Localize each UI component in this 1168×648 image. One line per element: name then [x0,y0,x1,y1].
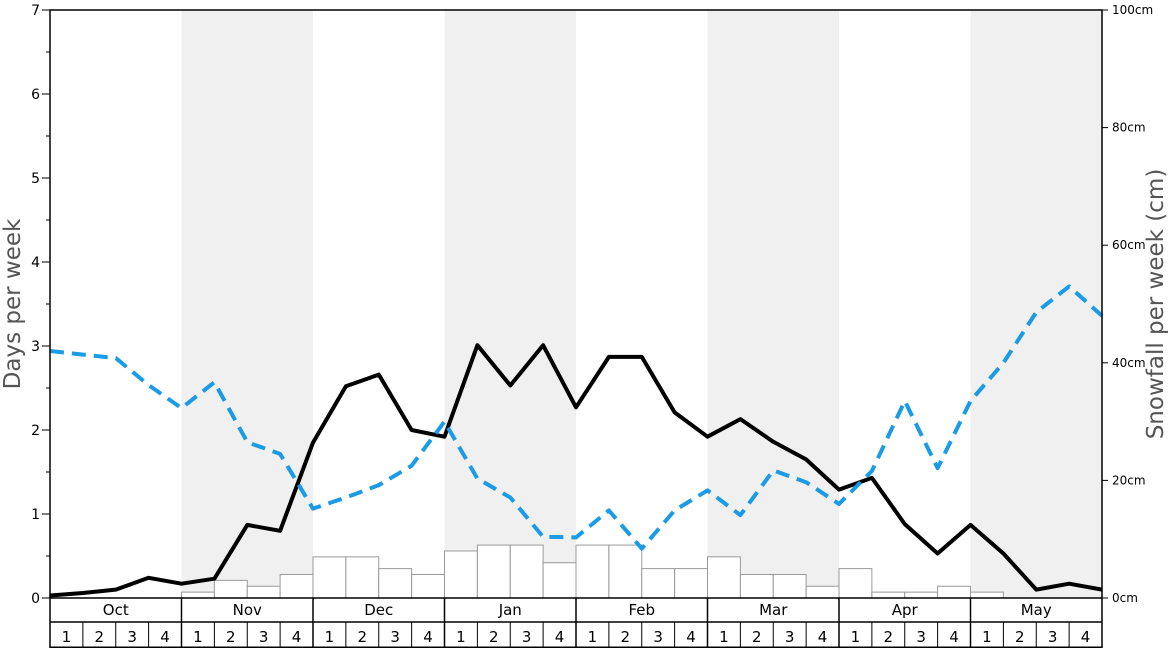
snowfall-bar [181,591,215,599]
week-label: 1 [982,628,992,646]
week-label: 1 [456,628,466,646]
right-axis: 0cm 20cm 40cm 60cm 80cm 100cm [1102,3,1153,605]
month-label-dec: Dec [364,601,393,619]
snowfall-bar [871,591,906,599]
week-label: 4 [555,628,565,646]
month-label-apr: Apr [892,601,919,619]
week-label: 4 [949,628,959,646]
snowfall-bar [674,568,708,599]
week-label: 3 [916,628,926,646]
left-tick-label: 7 [31,3,40,19]
month-label-oct: Oct [103,601,129,619]
days-line-solid [49,343,1103,598]
week-label: 4 [423,628,433,646]
week-label: 4 [1081,628,1091,646]
left-tick-label: 0 [31,591,40,607]
left-tick-label: 3 [31,339,40,355]
right-tick-label: 100cm [1112,3,1153,17]
week-label: 1 [62,628,72,646]
snowfall-bars [181,544,1004,599]
right-tick-label: 0cm [1112,591,1138,605]
week-label: 4 [292,628,302,646]
month-band-mar [707,10,839,598]
week-label: 3 [259,628,269,646]
left-axis: 0 1 2 3 4 5 6 7 [31,3,50,607]
week-label: 2 [884,628,894,646]
month-bands [50,10,1102,598]
month-label-jan: Jan [498,601,522,619]
snowfall-bar [213,579,248,599]
snowfall-bar [608,544,643,599]
week-label: 1 [588,628,598,646]
right-tick-label: 80cm [1112,121,1146,135]
snowfall-bar [575,544,610,599]
month-band-apr [839,10,971,598]
snowfall-bar [805,585,840,599]
snowfall-bar [246,585,281,599]
snowfall-bar [509,544,544,599]
snowfall-bar [739,573,774,599]
snowfall-line-dashed [49,284,1104,551]
right-axis-label: Snowfall per week (cm) [1143,169,1168,440]
snowfall-bar [345,556,380,599]
x-axis-table: Oct Nov Dec Jan Feb Mar Apr May 1 2 3 4 1 2 3 4 1 2 3 4 1 2 3 4… [49,598,1103,648]
month-band-nov [181,10,313,598]
week-label: 3 [653,628,663,646]
snowfall-bar [444,550,478,599]
week-label: 2 [621,628,631,646]
week-label: 2 [1015,628,1025,646]
week-label: 4 [160,628,170,646]
week-label: 1 [851,628,861,646]
week-label: 3 [522,628,532,646]
week-label: 2 [358,628,368,646]
month-band-jan [444,10,576,598]
month-band-oct [50,10,182,598]
week-label: 2 [489,628,499,646]
week-label: 3 [390,628,400,646]
month-band-feb [576,10,708,598]
week-label: 1 [193,628,203,646]
snowfall-bar [641,568,676,599]
snowfall-bar [279,573,314,599]
week-label: 1 [719,628,729,646]
month-band-dec [313,10,445,598]
left-tick-label: 5 [31,171,40,187]
week-label: 3 [127,628,137,646]
snowfall-bar [476,544,511,599]
snowfall-bar [707,556,741,599]
snowfall-bar [411,573,445,599]
snowfall-bar [542,562,577,599]
month-label-feb: Feb [628,601,655,619]
left-tick-label: 2 [31,423,40,439]
week-label: 4 [818,628,828,646]
month-band-may [970,10,1102,598]
snowfall-bar [970,591,1004,599]
right-tick-label: 20cm [1112,473,1146,487]
week-label: 2 [95,628,105,646]
snowfall-bar [904,591,939,599]
week-label: 3 [1048,628,1058,646]
right-tick-label: 40cm [1112,356,1146,370]
left-tick-label: 1 [31,507,40,523]
week-label: 1 [325,628,335,646]
snowfall-bar [937,585,971,599]
snowfall-bar [838,568,873,599]
week-label: 3 [785,628,795,646]
month-label-nov: Nov [233,601,262,619]
snowfall-bar [772,573,807,599]
week-label: 4 [686,628,696,646]
snowfall-bar [378,568,413,599]
month-label-may: May [1021,601,1052,619]
right-tick-label: 60cm [1112,238,1146,252]
left-axis-label: Days per week [0,218,26,389]
snowfall-bar [312,556,347,599]
month-label-mar: Mar [759,601,788,619]
series-lines [49,284,1104,598]
week-label: 2 [752,628,762,646]
left-tick-label: 6 [31,87,40,103]
left-tick-label: 4 [31,255,40,271]
week-label: 2 [226,628,236,646]
